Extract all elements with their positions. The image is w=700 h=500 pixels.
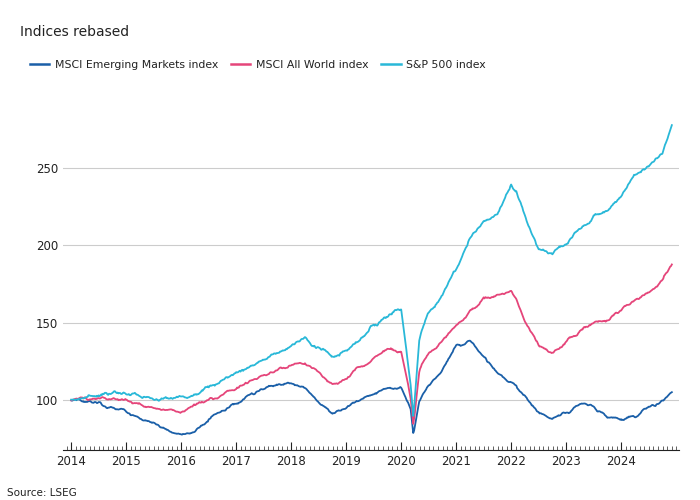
Text: Source: LSEG: Source: LSEG bbox=[7, 488, 77, 498]
Text: Indices rebased: Indices rebased bbox=[20, 25, 129, 39]
Legend: MSCI Emerging Markets index, MSCI All World index, S&P 500 index: MSCI Emerging Markets index, MSCI All Wo… bbox=[25, 56, 490, 74]
